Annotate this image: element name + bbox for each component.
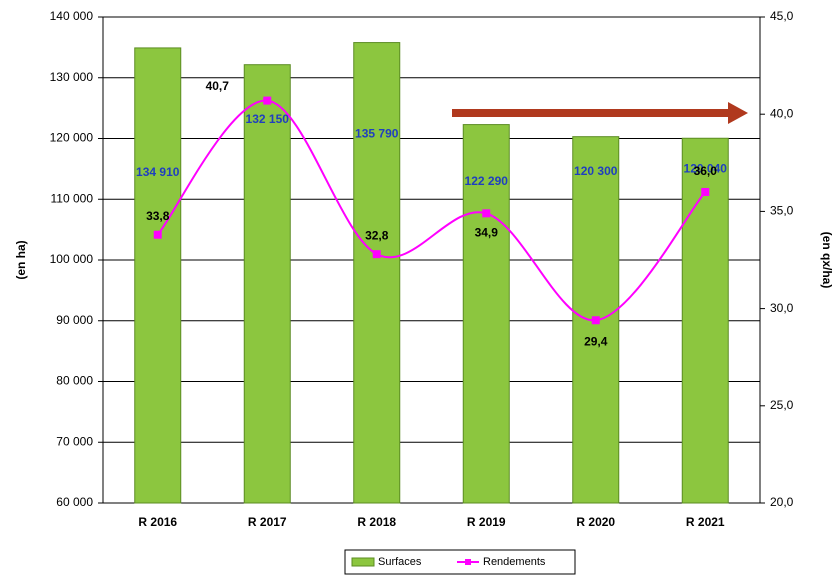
x-tick-label: R 2018 bbox=[357, 515, 396, 529]
bar bbox=[134, 47, 182, 504]
y2-tick-label: 20,0 bbox=[770, 495, 794, 509]
bar-value-label: 120 300 bbox=[574, 164, 618, 178]
y-tick-label: 100 000 bbox=[50, 252, 94, 266]
bar-value-label: 134 910 bbox=[136, 165, 180, 179]
arrow-head bbox=[728, 102, 748, 124]
bar-value-label: 135 790 bbox=[355, 127, 399, 141]
bar-value-label: 132 150 bbox=[246, 112, 290, 126]
y2-tick-label: 35,0 bbox=[770, 204, 794, 218]
line-value-label: 34,9 bbox=[475, 226, 499, 240]
y-tick-label: 140 000 bbox=[50, 9, 94, 23]
y-tick-label: 90 000 bbox=[56, 313, 93, 327]
marker bbox=[701, 187, 710, 196]
bar-value-label: 120 040 bbox=[684, 161, 728, 175]
line bbox=[156, 99, 707, 322]
line-value-label: 33,8 bbox=[146, 209, 170, 223]
y2-tick-label: 25,0 bbox=[770, 398, 794, 412]
bar bbox=[462, 124, 510, 504]
bar-value-label: 122 290 bbox=[465, 174, 509, 188]
marker bbox=[263, 96, 272, 105]
x-tick-label: R 2017 bbox=[248, 515, 287, 529]
y-tick-label: 60 000 bbox=[56, 495, 93, 509]
bar bbox=[681, 137, 729, 504]
legend-marker bbox=[465, 559, 471, 565]
y-axis-label: (en ha) bbox=[14, 240, 28, 279]
y2-axis-label: (en qx/ha) bbox=[820, 232, 834, 289]
y-tick-label: 130 000 bbox=[50, 70, 94, 84]
line-value-label: 40,7 bbox=[206, 79, 230, 93]
marker bbox=[153, 230, 162, 239]
y-tick-label: 80 000 bbox=[56, 374, 93, 388]
marker bbox=[372, 250, 381, 259]
y-tick-label: 70 000 bbox=[56, 434, 93, 448]
x-tick-label: R 2020 bbox=[576, 515, 615, 529]
y2-tick-label: 40,0 bbox=[770, 106, 794, 120]
legend-label: Rendements bbox=[483, 556, 546, 568]
line-value-label: 29,4 bbox=[584, 334, 608, 348]
x-tick-label: R 2021 bbox=[686, 515, 725, 529]
line-value-label: 32,8 bbox=[365, 228, 389, 242]
bar bbox=[353, 42, 401, 504]
legend-box bbox=[344, 549, 576, 575]
legend-swatch bbox=[351, 557, 375, 567]
marker bbox=[482, 209, 491, 218]
legend-label: Surfaces bbox=[378, 556, 422, 568]
y-tick-label: 110 000 bbox=[51, 191, 94, 205]
trend-arrow bbox=[452, 102, 748, 124]
y2-tick-label: 30,0 bbox=[770, 301, 794, 315]
x-tick-label: R 2019 bbox=[467, 515, 506, 529]
marker bbox=[591, 316, 600, 325]
line-value-label: 36,0 bbox=[694, 164, 718, 178]
y2-tick-label: 45,0 bbox=[770, 9, 794, 23]
bar bbox=[243, 64, 291, 504]
legend: Surfaces Rendements bbox=[344, 549, 576, 575]
x-tick-label: R 2016 bbox=[138, 515, 177, 529]
y-tick-label: 120 000 bbox=[50, 131, 94, 145]
